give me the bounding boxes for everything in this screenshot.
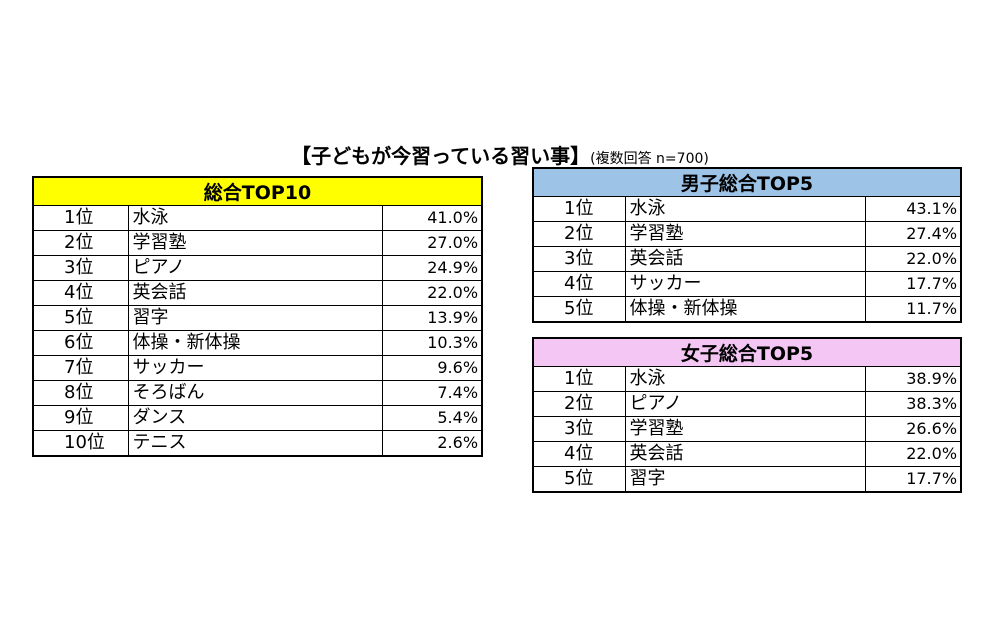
value-cell: 38.9% — [864, 366, 962, 392]
item-cell: テニス — [127, 430, 383, 457]
item-cell: ダンス — [127, 405, 383, 431]
girls-top5-table: 女子総合TOP5 1位 水泳 38.9% 2位 ピアノ 38.3% 3位 学習塾 26.6% 4位… — [532, 337, 963, 493]
girls-top5-header: 女子総合TOP5 — [532, 337, 962, 367]
value-cell: 5.4% — [381, 405, 483, 431]
table-row: 5位 習字 17.7% — [532, 466, 962, 493]
rank-cell: 4位 — [32, 280, 129, 306]
table-row: 9位 ダンス 5.4% — [32, 405, 483, 431]
table-row: 6位 体操・新体操 10.3% — [32, 330, 483, 356]
rank-cell: 9位 — [32, 405, 129, 431]
item-cell: 習字 — [624, 466, 866, 493]
table-row: 4位 英会話 22.0% — [32, 280, 483, 306]
item-cell: 英会話 — [624, 246, 866, 272]
table-row: 3位 学習塾 26.6% — [532, 416, 962, 442]
value-cell: 27.4% — [864, 221, 962, 247]
table-row: 3位 ピアノ 24.9% — [32, 255, 483, 281]
value-cell: 13.9% — [381, 305, 483, 331]
table-row: 5位 習字 13.9% — [32, 305, 483, 331]
girls-top5-body: 1位 水泳 38.9% 2位 ピアノ 38.3% 3位 学習塾 26.6% 4位 英会話 22.0% 5… — [532, 366, 962, 493]
rank-cell: 3位 — [32, 255, 129, 281]
table-row: 1位 水泳 38.9% — [532, 366, 962, 392]
item-cell: 水泳 — [624, 196, 866, 222]
rank-cell: 2位 — [32, 230, 129, 256]
rank-cell: 4位 — [532, 441, 626, 467]
rank-cell: 6位 — [32, 330, 129, 356]
value-cell: 38.3% — [864, 391, 962, 417]
rank-cell: 7位 — [32, 355, 129, 381]
chart-title-note: (複数回答 n=700) — [590, 151, 709, 167]
value-cell: 26.6% — [864, 416, 962, 442]
value-cell: 2.6% — [381, 430, 483, 457]
table-row: 7位 サッカー 9.6% — [32, 355, 483, 381]
table-row: 1位 水泳 41.0% — [32, 205, 483, 231]
item-cell: 体操・新体操 — [624, 296, 866, 323]
table-row: 1位 水泳 43.1% — [532, 196, 962, 222]
table-row: 4位 サッカー 17.7% — [532, 271, 962, 297]
rank-cell: 10位 — [32, 430, 129, 457]
item-cell: 学習塾 — [624, 221, 866, 247]
table-row: 5位 体操・新体操 11.7% — [532, 296, 962, 323]
chart-title-main: 【子どもが今習っている習い事】 — [291, 144, 591, 168]
value-cell: 7.4% — [381, 380, 483, 406]
table-row: 4位 英会話 22.0% — [532, 441, 962, 467]
item-cell: 水泳 — [127, 205, 383, 231]
rank-cell: 5位 — [532, 296, 626, 323]
item-cell: サッカー — [127, 355, 383, 381]
value-cell: 11.7% — [864, 296, 962, 323]
value-cell: 27.0% — [381, 230, 483, 256]
table-row: 8位 そろばん 7.4% — [32, 380, 483, 406]
rank-cell: 5位 — [32, 305, 129, 331]
rank-cell: 3位 — [532, 416, 626, 442]
item-cell: ピアノ — [624, 391, 866, 417]
rank-cell: 5位 — [532, 466, 626, 493]
item-cell: 学習塾 — [624, 416, 866, 442]
value-cell: 43.1% — [864, 196, 962, 222]
table-row: 2位 ピアノ 38.3% — [532, 391, 962, 417]
value-cell: 17.7% — [864, 466, 962, 493]
table-row: 10位 テニス 2.6% — [32, 430, 483, 457]
value-cell: 9.6% — [381, 355, 483, 381]
rank-cell: 1位 — [32, 205, 129, 231]
table-row: 2位 学習塾 27.0% — [32, 230, 483, 256]
rank-cell: 3位 — [532, 246, 626, 272]
overall-top10-header: 総合TOP10 — [32, 176, 483, 206]
boys-top5-body: 1位 水泳 43.1% 2位 学習塾 27.4% 3位 英会話 22.0% 4位 サッカー 17.7%… — [532, 196, 962, 323]
value-cell: 22.0% — [864, 246, 962, 272]
rank-cell: 1位 — [532, 366, 626, 392]
item-cell: サッカー — [624, 271, 866, 297]
value-cell: 22.0% — [864, 441, 962, 467]
item-cell: ピアノ — [127, 255, 383, 281]
rank-cell: 2位 — [532, 391, 626, 417]
chart-title: 【子どもが今習っている習い事】(複数回答 n=700) — [0, 140, 1000, 169]
table-row: 3位 英会話 22.0% — [532, 246, 962, 272]
item-cell: 英会話 — [127, 280, 383, 306]
item-cell: 体操・新体操 — [127, 330, 383, 356]
value-cell: 22.0% — [381, 280, 483, 306]
value-cell: 10.3% — [381, 330, 483, 356]
item-cell: 水泳 — [624, 366, 866, 392]
overall-top10-body: 1位 水泳 41.0% 2位 学習塾 27.0% 3位 ピアノ 24.9% 4位 英会話 22.0% 5… — [32, 205, 483, 457]
item-cell: 学習塾 — [127, 230, 383, 256]
item-cell: そろばん — [127, 380, 383, 406]
boys-top5-table: 男子総合TOP5 1位 水泳 43.1% 2位 学習塾 27.4% 3位 英会話 22.0% 4位… — [532, 167, 963, 323]
rank-cell: 2位 — [532, 221, 626, 247]
overall-top10-table: 総合TOP10 1位 水泳 41.0% 2位 学習塾 27.0% 3位 ピアノ 24.9% 4位英… — [32, 176, 484, 457]
item-cell: 英会話 — [624, 441, 866, 467]
value-cell: 17.7% — [864, 271, 962, 297]
rank-cell: 4位 — [532, 271, 626, 297]
rank-cell: 8位 — [32, 380, 129, 406]
item-cell: 習字 — [127, 305, 383, 331]
value-cell: 41.0% — [381, 205, 483, 231]
value-cell: 24.9% — [381, 255, 483, 281]
table-row: 2位 学習塾 27.4% — [532, 221, 962, 247]
boys-top5-header: 男子総合TOP5 — [532, 167, 962, 197]
rank-cell: 1位 — [532, 196, 626, 222]
